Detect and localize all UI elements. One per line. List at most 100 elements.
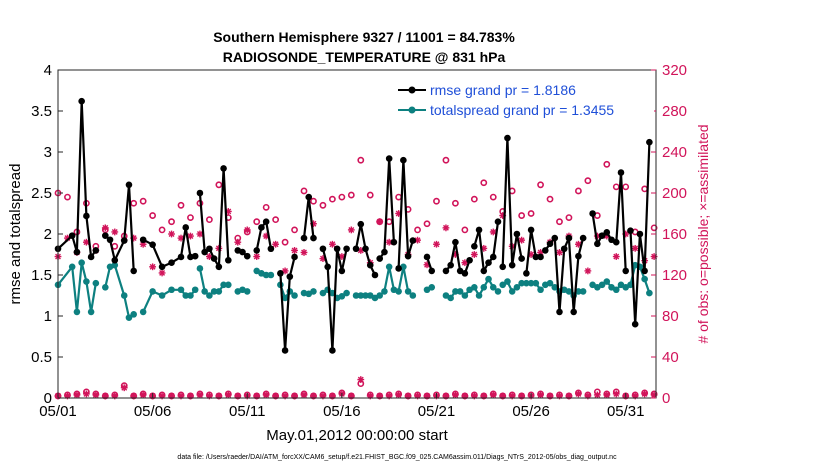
obs-possible-point — [262, 203, 270, 211]
rmse-point — [518, 255, 525, 262]
spread-point — [102, 284, 109, 291]
rmse-point — [494, 218, 502, 225]
obs-assimilated-point — [243, 226, 251, 234]
rmse-point — [560, 245, 568, 253]
rmse-point — [125, 181, 133, 189]
spread-point — [579, 288, 587, 295]
obs-assimilated-point — [489, 228, 497, 236]
spread-point — [641, 275, 648, 283]
rmse-point — [87, 253, 95, 261]
y-right-tick-label: 200 — [662, 185, 687, 202]
obs-possible-point — [461, 226, 469, 234]
obs-possible-point — [215, 181, 223, 189]
rmse-point — [191, 252, 199, 260]
rmse-point — [452, 238, 459, 246]
rmse-point — [594, 240, 601, 248]
y-right-tick-label: 80 — [662, 308, 679, 325]
obs-possible-point — [291, 226, 298, 234]
spread-point — [168, 286, 175, 294]
rmse-point — [267, 245, 275, 253]
obs-possible-point — [489, 193, 497, 201]
obs-assimilated-point — [111, 228, 119, 236]
spread-point — [177, 286, 185, 294]
obs-possible-point — [366, 191, 374, 199]
rmse-point — [362, 245, 369, 253]
rmse-point — [579, 234, 587, 242]
spread-point — [120, 292, 128, 299]
obs-assimilated-point — [328, 240, 336, 248]
obs-assimilated-point — [612, 390, 620, 398]
rmse-line — [397, 160, 414, 269]
y-tick-label: 3 — [44, 144, 52, 161]
x-axis-label: May.01,2012 00:00:00 start — [266, 427, 448, 444]
spread-point — [130, 311, 137, 318]
y-tick-label: 0.5 — [31, 349, 52, 366]
spread-point — [376, 292, 384, 299]
spread-point — [158, 292, 166, 299]
obs-possible-point — [168, 218, 175, 226]
rmse-point — [262, 218, 270, 225]
spread-point — [338, 293, 346, 300]
rmse-point — [565, 234, 573, 242]
spread-point — [385, 263, 393, 271]
y-tick-label: 3.5 — [31, 103, 52, 120]
rmse-point — [423, 253, 431, 261]
spread-point — [513, 284, 521, 291]
obs-assimilated-point — [82, 390, 90, 398]
obs-possible-point — [575, 187, 582, 195]
spread-point — [215, 288, 223, 295]
legend-rmse-label: rmse grand pr = 1.8186 — [430, 82, 576, 98]
rmse-point — [225, 256, 232, 264]
obs-possible-point — [281, 238, 289, 246]
obs-possible-point — [310, 197, 317, 205]
spread-point — [220, 281, 227, 289]
rmse-point — [286, 273, 294, 280]
rmse-point — [92, 247, 100, 254]
obs-assimilated-point — [73, 391, 81, 399]
rmse-point — [622, 267, 630, 275]
rmse-point — [627, 227, 634, 235]
obs-assimilated-point — [442, 224, 450, 232]
y-tick-label: 1.5 — [31, 267, 52, 284]
spread-point — [551, 284, 559, 291]
obs-possible-point — [347, 191, 355, 199]
spread-point — [612, 286, 620, 294]
spread-point — [527, 279, 535, 287]
footnote: data file: /Users/raeder/DAI/ATM_forcXX/… — [177, 454, 617, 461]
spread-point — [523, 279, 530, 287]
obs-assimilated-point — [631, 244, 639, 252]
obs-possible-point — [149, 212, 157, 219]
spread-point — [267, 271, 275, 279]
obs-possible-point — [187, 214, 194, 221]
spread-point — [281, 294, 289, 302]
rmse-point — [343, 245, 350, 253]
rmse-point — [504, 134, 511, 142]
x-tick-label: 05/06 — [134, 403, 172, 420]
rmse-point — [409, 237, 417, 244]
spread-point — [125, 314, 133, 321]
obs-assimilated-point — [641, 390, 649, 398]
y-axis-label: rmse and totalspread — [7, 164, 24, 305]
rmse-point — [73, 248, 81, 256]
spread-point — [206, 292, 213, 299]
spread-point — [362, 292, 369, 299]
rmse-point — [258, 224, 265, 231]
rmse-point — [461, 270, 469, 277]
rmse-point — [527, 226, 535, 234]
rmse-point — [210, 255, 218, 262]
spread-point — [381, 288, 388, 295]
x-tick-label: 05/01 — [39, 403, 77, 420]
rmse-point — [466, 256, 473, 264]
obs-assimilated-point — [584, 267, 592, 275]
y-right-tick-label: 120 — [662, 267, 687, 284]
spread-point — [508, 288, 516, 295]
spread-point — [262, 271, 270, 279]
obs-assimilated-point — [433, 240, 440, 248]
rmse-point — [83, 212, 90, 220]
rmse-point — [281, 347, 289, 354]
x-tick-label: 05/11 — [229, 403, 265, 420]
obs-assimilated-point — [300, 249, 308, 256]
obs-possible-point — [158, 226, 166, 234]
obs-assimilated-point — [101, 224, 109, 232]
rmse-point — [357, 220, 365, 228]
